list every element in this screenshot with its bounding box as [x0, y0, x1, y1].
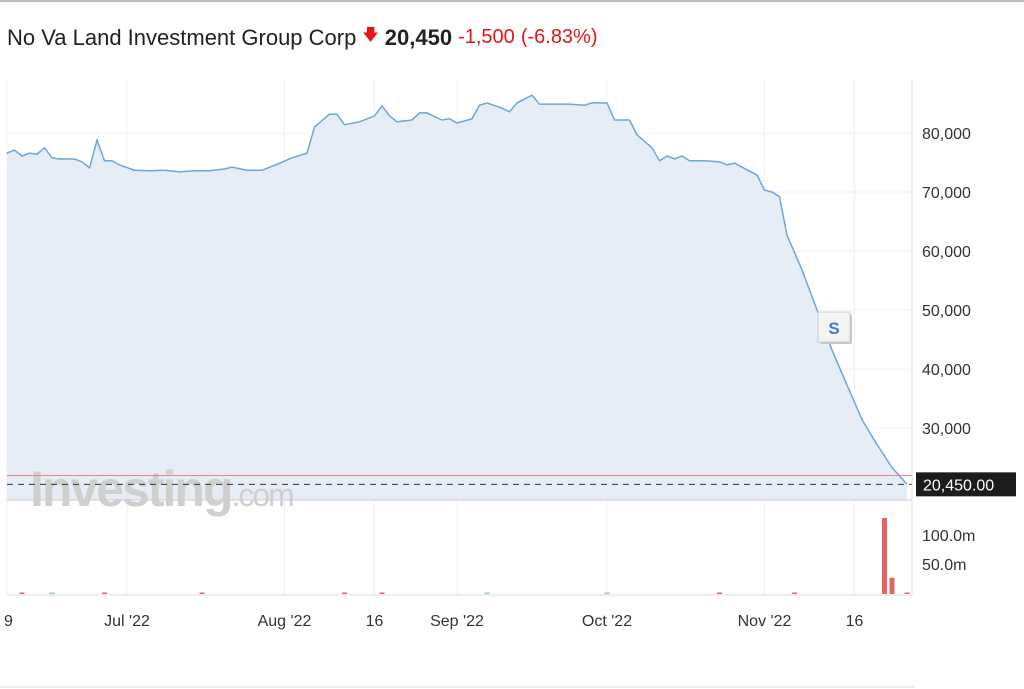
price-line — [6, 94, 908, 485]
price-area-fill — [7, 95, 907, 500]
volume-bar — [604, 592, 610, 594]
signal-marker-label: S — [828, 319, 839, 338]
price-change: -1,500 — [458, 26, 515, 48]
volume-bar — [484, 592, 490, 594]
volume-bar — [19, 592, 25, 594]
y-tick-label: 50,000 — [922, 303, 971, 320]
instrument-name: No Va Land Investment Group Corp — [7, 24, 357, 50]
volume-bar — [792, 592, 797, 594]
x-tick-label: 16 — [846, 613, 864, 630]
x-tick-label: 16 — [366, 613, 384, 630]
top-border — [0, 0, 1024, 2]
last-price-label: 20,450.00 — [923, 477, 994, 494]
volume-tick-label: 100.0m — [922, 528, 975, 545]
volume-bar — [889, 577, 895, 594]
y-tick-label: 40,000 — [922, 362, 971, 379]
x-tick-label: Sep '22 — [430, 613, 484, 630]
volume-bar — [882, 518, 887, 594]
volume-bar — [379, 592, 385, 594]
volume-bar — [717, 592, 722, 594]
x-tick-label: 9 — [4, 613, 13, 630]
y-tick-label: 70,000 — [922, 185, 971, 202]
volume-bar — [904, 592, 910, 594]
arrow-down-icon: 🡇 — [362, 27, 379, 44]
x-tick-label: Jul '22 — [104, 613, 150, 630]
x-tick-label: Nov '22 — [738, 613, 792, 630]
last-price: 20,450 — [384, 24, 453, 50]
volume-bar — [199, 592, 205, 594]
volume-bar — [342, 592, 347, 594]
volume-tick-label: 50.0m — [922, 557, 966, 574]
y-tick-label: 80,000 — [922, 126, 971, 143]
x-tick-label: Aug '22 — [258, 613, 312, 630]
x-tick-label: Oct '22 — [582, 613, 632, 630]
quote-header: No Va Land Investment Group Corp 🡇 20,45… — [7, 24, 598, 51]
signal-marker-box — [817, 311, 851, 343]
investing-watermark: Investing.com — [30, 461, 293, 517]
volume-bar — [102, 592, 107, 594]
y-tick-label: 30,000 — [922, 421, 971, 438]
last-price-badge — [916, 472, 1016, 497]
y-tick-label: 60,000 — [922, 244, 971, 261]
signal-marker[interactable]: S — [817, 311, 852, 344]
volume-bar — [49, 592, 55, 594]
price-change-pct: (-6.83%) — [520, 26, 598, 48]
